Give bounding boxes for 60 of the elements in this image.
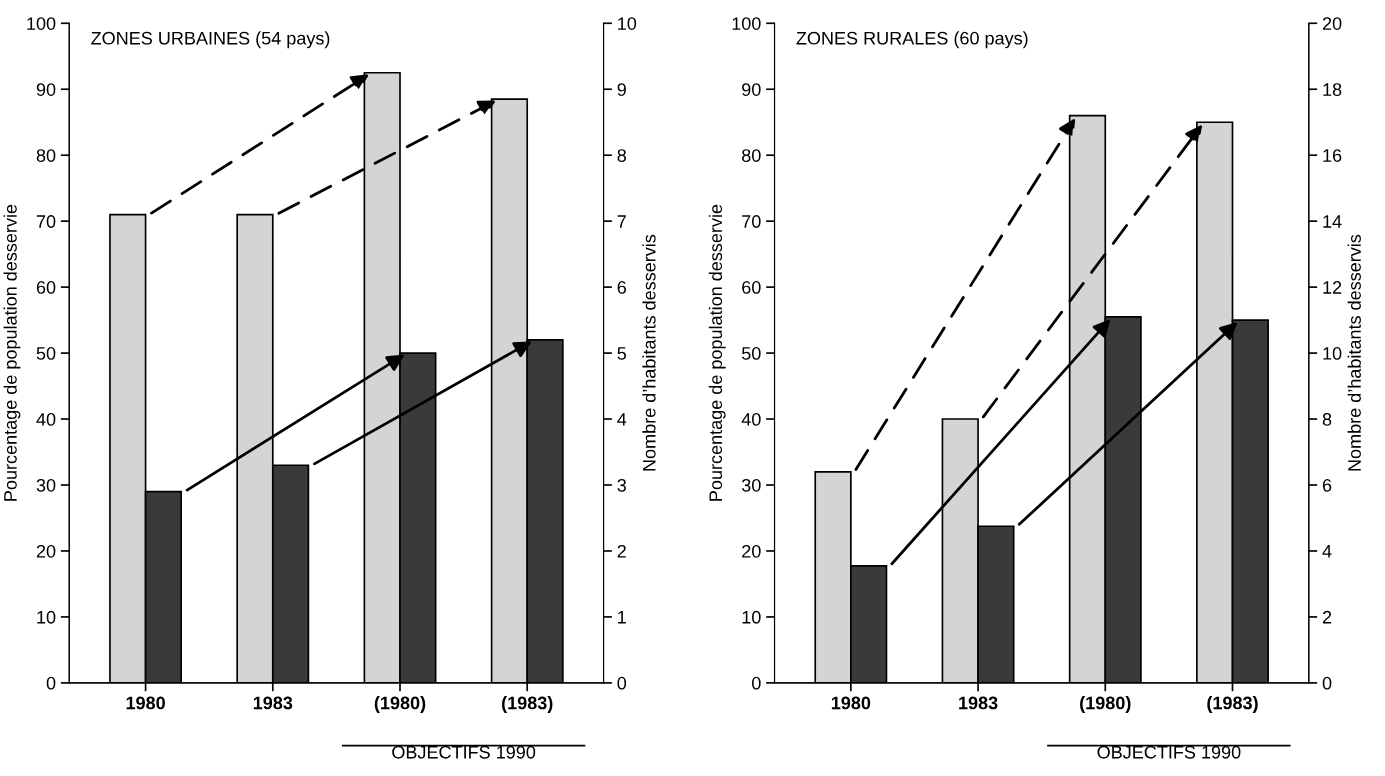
x-tick-label: (1980)	[1080, 696, 1131, 713]
y-tick-label: 60	[742, 281, 761, 294]
y-tick-label: 20	[36, 544, 56, 558]
chart-title: ZONES RURALES (60 pays)	[796, 31, 1028, 49]
y2-tick-label: 6	[1322, 478, 1332, 492]
chart-title: ZONES URBAINES (54 pays)	[91, 31, 330, 49]
y-tick-label: 70	[742, 215, 761, 228]
y-tick-label: 50	[741, 347, 761, 360]
y2-tick-label: 8	[1322, 412, 1332, 426]
y-tick-label: 90	[36, 83, 56, 96]
y2-tick-label: 12	[1323, 281, 1342, 294]
y2-tick-label: 1	[618, 611, 626, 624]
y-tick-label: 10	[37, 610, 56, 624]
x-tick-label: (1983)	[502, 696, 553, 713]
x-tick-label: 1980	[126, 696, 165, 710]
y-tick-label: 70	[36, 215, 56, 228]
y2-tick-label: 20	[1322, 17, 1342, 30]
y2-tick-label: 3	[617, 478, 626, 492]
x-tick-label: 1983	[959, 696, 998, 710]
y2-axis-title: Nombre d’habitants desservis	[642, 234, 656, 471]
text: OBJECTIFS 1990	[1097, 745, 1241, 759]
y2-tick-label: 10	[618, 17, 637, 30]
y-tick-label: 40	[36, 412, 56, 426]
y-axis-title: Pourcentage de population desservie	[708, 204, 726, 501]
y-tick-label: 100	[27, 17, 56, 30]
y2-tick-label: 0	[1322, 676, 1332, 690]
y2-tick-label: 6	[617, 281, 626, 294]
y2-tick-label: 4	[1322, 545, 1332, 558]
y2-tick-label: 5	[617, 347, 627, 360]
y2-tick-label: 2	[1322, 610, 1332, 624]
y-tick-label: 30	[741, 478, 761, 492]
y-tick-label: 80	[742, 149, 761, 162]
y2-tick-label: 4	[617, 413, 627, 426]
y-tick-label: 10	[742, 610, 761, 624]
y2-axis-title: Nombre d’habitants desservis	[1347, 234, 1361, 471]
y2-tick-label: 8	[617, 149, 626, 162]
y-tick-label: 0	[752, 676, 761, 690]
y2-tick-label: 0	[617, 676, 627, 690]
x-tick-label: 1980	[831, 696, 871, 710]
x-tick-label: 1983	[253, 696, 293, 710]
y-tick-label: 90	[742, 83, 761, 96]
y-tick-label: 60	[36, 281, 56, 294]
y2-tick-label: 2	[617, 544, 626, 558]
y2-tick-label: 7	[617, 215, 626, 228]
y-tick-label: 0	[46, 676, 56, 690]
y2-tick-label: 16	[1323, 149, 1342, 162]
text: OBJECTIFS 1990	[392, 745, 536, 759]
y-axis-title: Pourcentage de population desservie	[3, 204, 21, 501]
y-tick-label: 100	[732, 17, 761, 30]
y-tick-label: 20	[742, 544, 761, 558]
x-tick-label: (1980)	[374, 696, 426, 713]
y2-tick-label: 9	[617, 83, 626, 96]
y-tick-label: 80	[36, 149, 56, 162]
y-tick-label: 50	[36, 347, 56, 360]
x-tick-label: (1983)	[1207, 696, 1258, 713]
y2-tick-label: 18	[1323, 83, 1342, 96]
y2-tick-label: 14	[1323, 215, 1342, 228]
y-tick-label: 30	[36, 478, 56, 492]
y2-tick-label: 10	[1323, 347, 1342, 360]
y-tick-label: 40	[741, 412, 761, 426]
